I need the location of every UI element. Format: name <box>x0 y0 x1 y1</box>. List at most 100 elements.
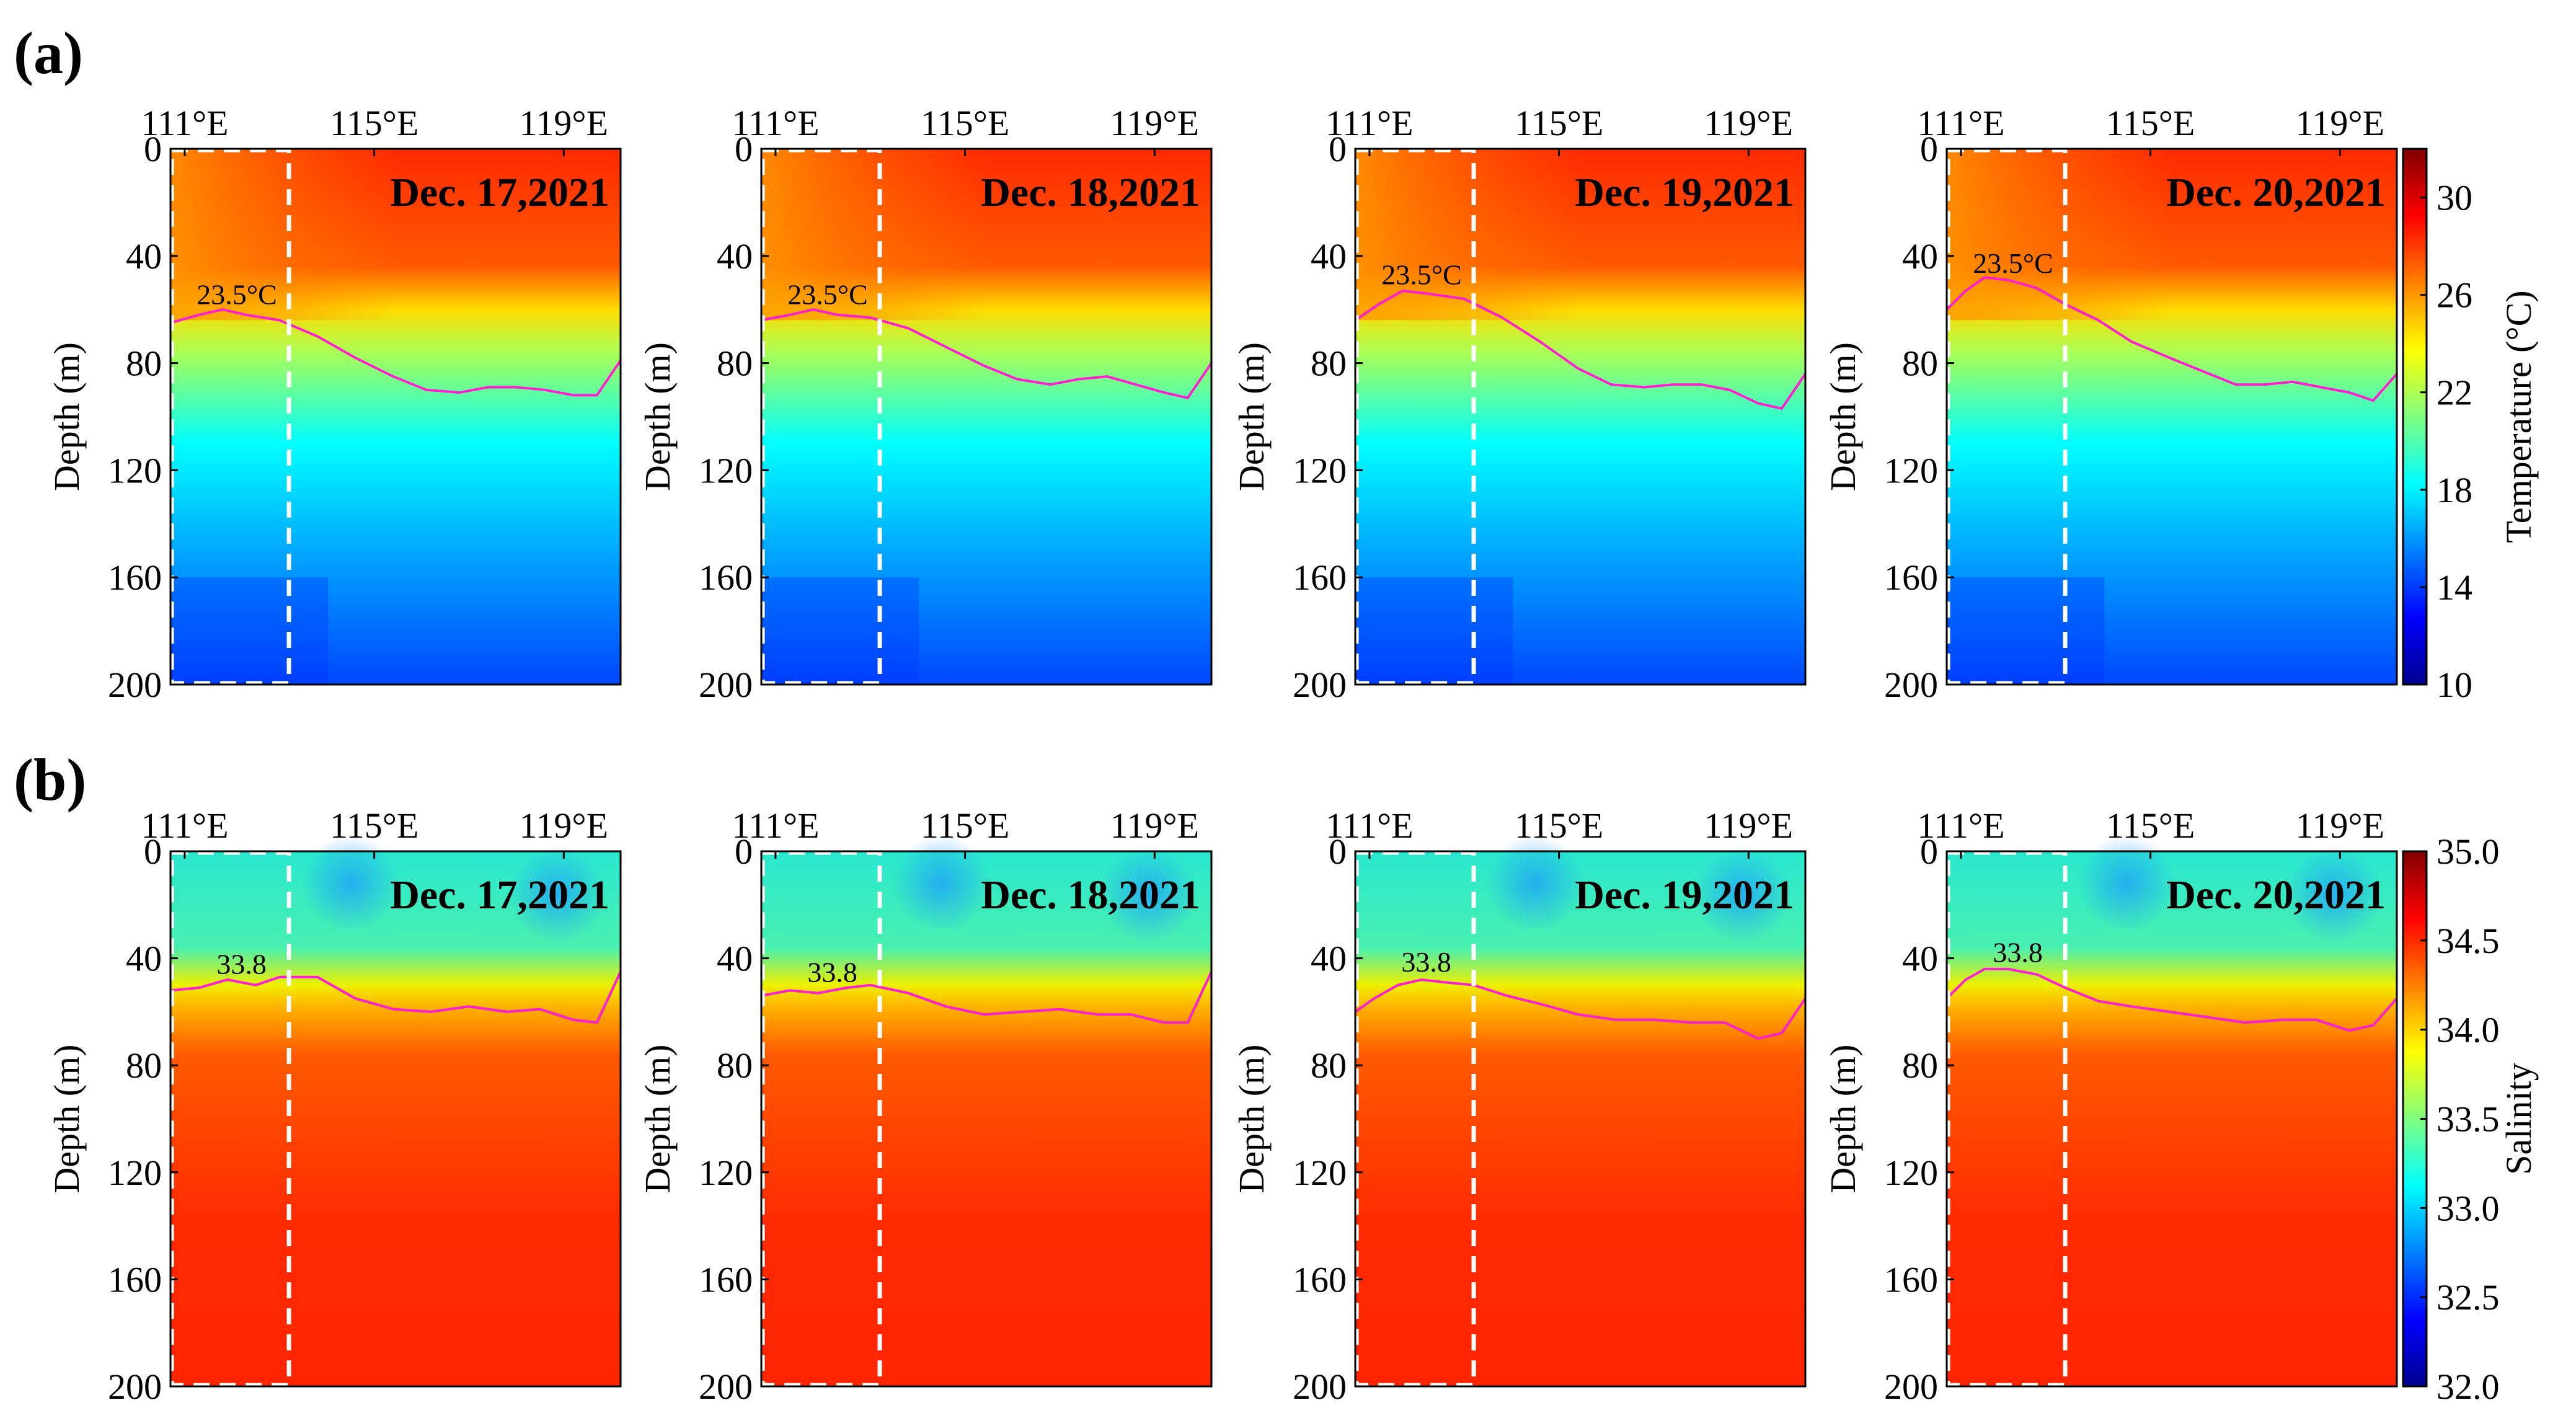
y-tick-label: 0 <box>1920 129 1938 169</box>
y-tick-label: 0 <box>735 831 753 872</box>
date-label: Dec. 19,2021 <box>1575 872 1794 918</box>
x-tick-label: 111°E <box>1917 103 2004 143</box>
panel-b-2: 33.8 Dec. 18,2021 111°E 115°E 119°E 0 40 80 120 1… <box>637 805 1213 1407</box>
y-tick-label: 40 <box>126 939 162 979</box>
y-tick-label: 120 <box>699 450 753 490</box>
axes-frame <box>1354 850 1807 1388</box>
y-axis-label: Depth (m) <box>1231 1045 1272 1194</box>
y-tick-label: 80 <box>126 343 162 384</box>
x-tick-label: 119°E <box>1704 805 1793 846</box>
y-tick-label: 40 <box>717 236 753 277</box>
y-axis-label: Depth (m) <box>637 1045 678 1194</box>
low-salinity-patch <box>1485 835 1585 932</box>
date-label: Dec. 17,2021 <box>390 872 609 918</box>
colorbar-label: Salinity <box>2499 1063 2539 1174</box>
y-tick-label: 160 <box>1293 557 1347 598</box>
low-salinity-patch <box>508 846 608 942</box>
y-tick-label: 200 <box>1884 1367 1938 1407</box>
highlight-box <box>760 850 882 1388</box>
colorbar-tick-label: 33.0 <box>2437 1188 2500 1228</box>
y-tick-label: 40 <box>717 939 753 979</box>
y-tick-label: 200 <box>1293 1367 1347 1407</box>
west-surface-shading <box>1947 149 2397 321</box>
y-tick-label: 0 <box>144 129 162 169</box>
colorbar-tick-label: 22 <box>2437 373 2472 413</box>
x-tick-label: 119°E <box>1704 103 1793 143</box>
y-tick-label: 0 <box>1329 129 1347 169</box>
y-tick-label: 80 <box>1311 1045 1347 1086</box>
deep-cold-shading <box>1355 577 1513 685</box>
contour-line <box>761 308 1213 400</box>
y-tick-label: 120 <box>1293 450 1347 490</box>
colorbar-tick-label: 33.5 <box>2437 1099 2500 1140</box>
y-tick-label: 120 <box>108 1153 162 1193</box>
axes-frame <box>1945 148 2398 686</box>
panel-b-4: 33.8 Dec. 20,2021 111°E 115°E 119°E 0 40 80 120 1… <box>1823 805 2398 1407</box>
panels-root: (a) (b) 23.5°C Dec. 17,2021 111°E 115°E 119°E 0… <box>14 20 2539 1407</box>
contour-line <box>1945 276 2398 402</box>
y-tick-label: 120 <box>1884 450 1938 490</box>
deep-cold-shading <box>170 577 329 685</box>
contour-line <box>761 971 1213 1024</box>
contour-label: 23.5°C <box>787 278 868 310</box>
contour-line <box>170 308 622 397</box>
contour-line <box>1354 289 1807 410</box>
y-tick-label: 40 <box>1902 939 1938 979</box>
colorbar-tick-label: 10 <box>2437 665 2472 705</box>
panel-a-3: 23.5°C Dec. 19,2021 111°E 115°E 119°E 0 40 80 12… <box>1231 103 1807 705</box>
y-tick-label: 160 <box>699 1259 753 1300</box>
low-salinity-patch <box>892 835 991 932</box>
y-tick-label: 80 <box>717 1045 753 1086</box>
x-tick-label: 115°E <box>2106 103 2195 143</box>
colorbar-tick-label: 30 <box>2437 178 2472 218</box>
colorbar-tick-label: 34.0 <box>2437 1010 2500 1050</box>
deep-cold-shading <box>761 577 919 685</box>
contour-label: 33.8 <box>216 948 267 980</box>
y-tick-label: 120 <box>699 1153 753 1193</box>
highlight-box <box>1945 850 2068 1388</box>
contour-line <box>170 971 622 1024</box>
y-axis-label: Depth (m) <box>46 342 87 491</box>
low-salinity-patch <box>301 835 401 932</box>
y-tick-label: 160 <box>108 1259 162 1300</box>
colorbar-tick-label: 26 <box>2437 275 2472 316</box>
y-axis-label: Depth (m) <box>1823 1045 1863 1194</box>
x-tick-label: 115°E <box>921 805 1009 846</box>
y-tick-label: 200 <box>108 665 162 705</box>
x-tick-label: 111°E <box>1917 805 2004 846</box>
x-tick-label: 115°E <box>1515 805 1603 846</box>
low-salinity-patch <box>1693 846 1792 942</box>
y-tick-label: 120 <box>1293 1153 1347 1193</box>
y-tick-label: 160 <box>1884 1259 1938 1300</box>
y-tick-label: 200 <box>699 1367 753 1407</box>
y-tick-label: 160 <box>1884 557 1938 598</box>
panel-a-4: 23.5°C Dec. 20,2021 111°E 115°E 119°E 0 40 80 12… <box>1823 103 2398 705</box>
y-tick-label: 200 <box>108 1367 162 1407</box>
colorbar-tick-label: 32.0 <box>2437 1367 2500 1407</box>
contour-label: 23.5°C <box>1973 247 2053 279</box>
low-salinity-patch <box>1099 846 1198 942</box>
x-tick-label: 115°E <box>2106 805 2195 846</box>
y-tick-label: 120 <box>1884 1153 1938 1193</box>
x-tick-label: 119°E <box>1110 103 1199 143</box>
date-label: Dec. 18,2021 <box>981 170 1200 215</box>
y-tick-label: 80 <box>1311 343 1347 384</box>
axes-frame <box>760 148 1213 686</box>
contour-label: 23.5°C <box>1381 259 1462 290</box>
y-tick-label: 0 <box>735 129 753 169</box>
date-label: Dec. 17,2021 <box>390 170 609 215</box>
y-tick-label: 80 <box>717 343 753 384</box>
x-tick-label: 119°E <box>2296 805 2384 846</box>
x-tick-label: 119°E <box>520 103 608 143</box>
x-tick-label: 119°E <box>1110 805 1199 846</box>
highlight-box <box>1354 148 1476 686</box>
contour-label: 33.8 <box>1401 946 1451 978</box>
x-tick-label: 111°E <box>1326 805 1413 846</box>
x-tick-label: 119°E <box>2296 103 2384 143</box>
west-surface-shading <box>1355 149 1805 321</box>
colorbar-tick-label: 35.0 <box>2437 831 2500 872</box>
date-label: Dec. 18,2021 <box>981 872 1200 918</box>
y-axis-label: Depth (m) <box>46 1045 87 1194</box>
panel-a-2: 23.5°C Dec. 18,2021 111°E 115°E 119°E 0 40 80 12… <box>637 103 1213 705</box>
